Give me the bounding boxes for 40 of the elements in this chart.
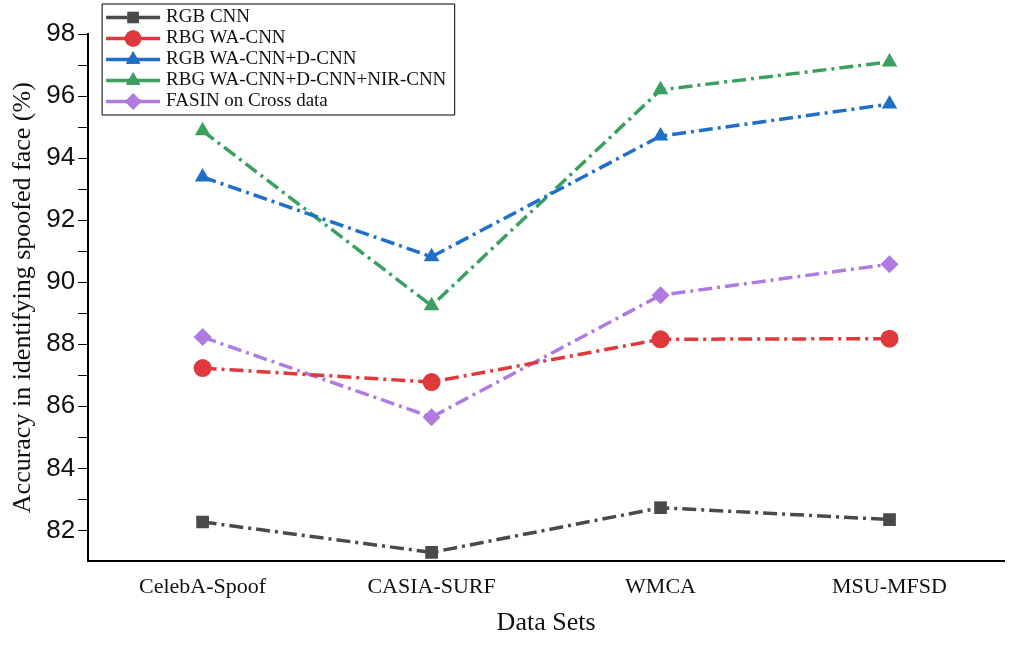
- point: [196, 515, 209, 529]
- x-tick-label: WMCA: [625, 573, 697, 599]
- y-tick-label: 82: [46, 513, 76, 544]
- legend-label: RGB WA-CNN+D-CNN: [166, 47, 357, 69]
- y-tick-label: 98: [46, 17, 76, 48]
- point: [883, 513, 896, 526]
- y-tick-label: 92: [46, 203, 76, 234]
- x-tick-label: CASIA-SURF: [367, 573, 496, 599]
- point: [423, 296, 440, 311]
- point: [425, 546, 438, 559]
- point: [654, 501, 667, 515]
- point: [651, 330, 670, 349]
- point: [881, 95, 898, 109]
- y-tick-label: 86: [46, 389, 76, 420]
- point: [194, 121, 211, 136]
- x-tick-label: CelebA-Spoof: [139, 573, 267, 599]
- legend-label: RBG WA-CNN+D-CNN+NIR-CNN: [166, 68, 447, 90]
- y-tick-label: 88: [46, 327, 76, 358]
- x-tick-label: MSU-MFSD: [832, 573, 947, 599]
- point: [422, 408, 441, 427]
- legend-label: FASIN on Cross data: [166, 89, 329, 111]
- legend-label: RGB CNN: [166, 5, 251, 27]
- y-tick-label: 84: [46, 451, 76, 482]
- point: [652, 127, 669, 141]
- y-axis-title: Accuracy in identifying spoofed face (%): [7, 82, 37, 514]
- point: [193, 359, 212, 378]
- point: [651, 286, 670, 305]
- point: [422, 373, 441, 392]
- y-tick-label: 90: [46, 265, 76, 296]
- point: [880, 329, 899, 348]
- y-tick-label: 94: [46, 141, 76, 172]
- point: [881, 52, 898, 67]
- y-tick-label: 96: [46, 79, 76, 110]
- point: [652, 80, 669, 95]
- point: [880, 255, 899, 274]
- legend-label: RBG WA-CNN: [166, 26, 286, 48]
- point: [193, 328, 212, 347]
- point: [194, 168, 211, 182]
- point: [423, 247, 440, 262]
- x-axis-title: Data Sets: [496, 607, 596, 637]
